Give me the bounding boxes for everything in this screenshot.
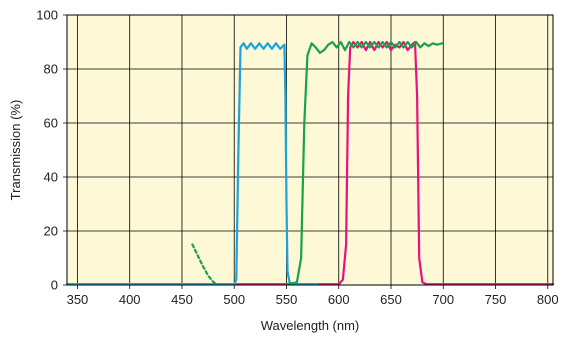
x-tick-label: 700 <box>432 292 454 307</box>
x-tick-label: 600 <box>328 292 350 307</box>
series-layer <box>65 40 555 286</box>
y-tick-label: 60 <box>44 116 58 131</box>
y-tick-label: 100 <box>36 8 58 23</box>
series-line-1 <box>65 42 319 286</box>
plot-background <box>67 15 553 285</box>
x-tick-label: 450 <box>171 292 193 307</box>
tick-labels: 350 400 450 500 550 600 650 700 750 800 0 20 40 60 80 1… <box>36 8 558 308</box>
series-line-3 <box>191 243 217 285</box>
y-tick-label: 40 <box>44 170 58 185</box>
x-tick-label: 350 <box>67 292 89 307</box>
x-tick-label: 750 <box>485 292 507 307</box>
y-tick-label: 80 <box>44 62 58 77</box>
x-tick-label: 800 <box>537 292 559 307</box>
x-tick-label: 400 <box>119 292 141 307</box>
y-tick-label: 20 <box>44 224 58 239</box>
y-axis-title: Transmission (%) <box>8 100 23 201</box>
x-tick-label: 500 <box>223 292 245 307</box>
y-tick-label: 0 <box>51 278 58 293</box>
x-axis-title: Wavelength (nm) <box>261 318 360 333</box>
x-tick-label: 650 <box>380 292 402 307</box>
plot-frame <box>66 14 554 286</box>
series-line-2 <box>285 40 444 286</box>
x-tick-label: 550 <box>276 292 298 307</box>
